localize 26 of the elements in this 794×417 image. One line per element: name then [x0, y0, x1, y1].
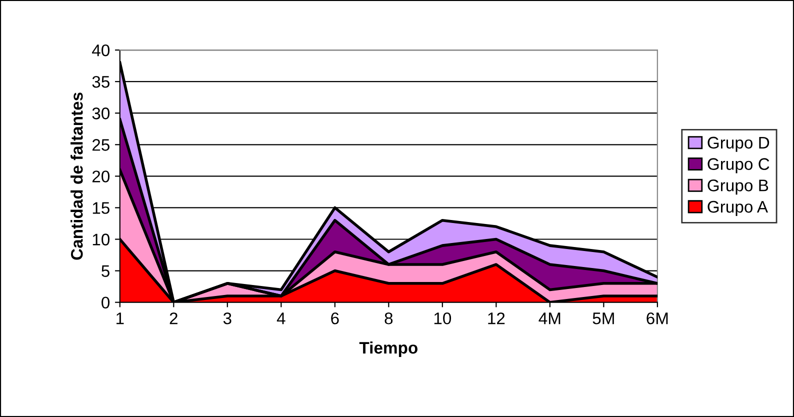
x-tick-label: 12 [488, 312, 505, 324]
legend-label: Grupo B [708, 180, 768, 195]
x-tick-label: 10 [434, 312, 452, 324]
x-tick-label: 6 [331, 312, 339, 324]
x-tick-label: 4M [538, 312, 560, 324]
y-tick-label: 20 [92, 170, 110, 182]
y-tick-label: 5 [102, 265, 110, 277]
y-tick-label: 25 [92, 139, 110, 151]
legend-label: Grupo C [708, 158, 770, 174]
y-tick-label: 40 [92, 44, 110, 56]
x-tick-label: 3 [223, 312, 232, 324]
x-tick-label: 6M [646, 312, 668, 324]
y-tick-label: 0 [102, 296, 110, 309]
y-axis-title: Cantidad de faltantes [70, 92, 83, 260]
y-tick-label: 15 [92, 202, 110, 214]
y-tick-label: 10 [92, 234, 110, 246]
y-tick-label: 35 [92, 76, 110, 88]
x-axis-title: Tiempo [359, 341, 418, 358]
x-tick-label: 4 [276, 312, 286, 324]
y-tick-label: 30 [92, 108, 110, 120]
legend-label: Grupo D [708, 136, 770, 152]
x-tick-label: 2 [170, 312, 178, 324]
x-tick-label: 5M [592, 312, 614, 324]
x-tick-label: 1 [116, 312, 124, 324]
legend-label: Grupo A [708, 200, 768, 216]
x-tick-label: 8 [384, 312, 393, 324]
